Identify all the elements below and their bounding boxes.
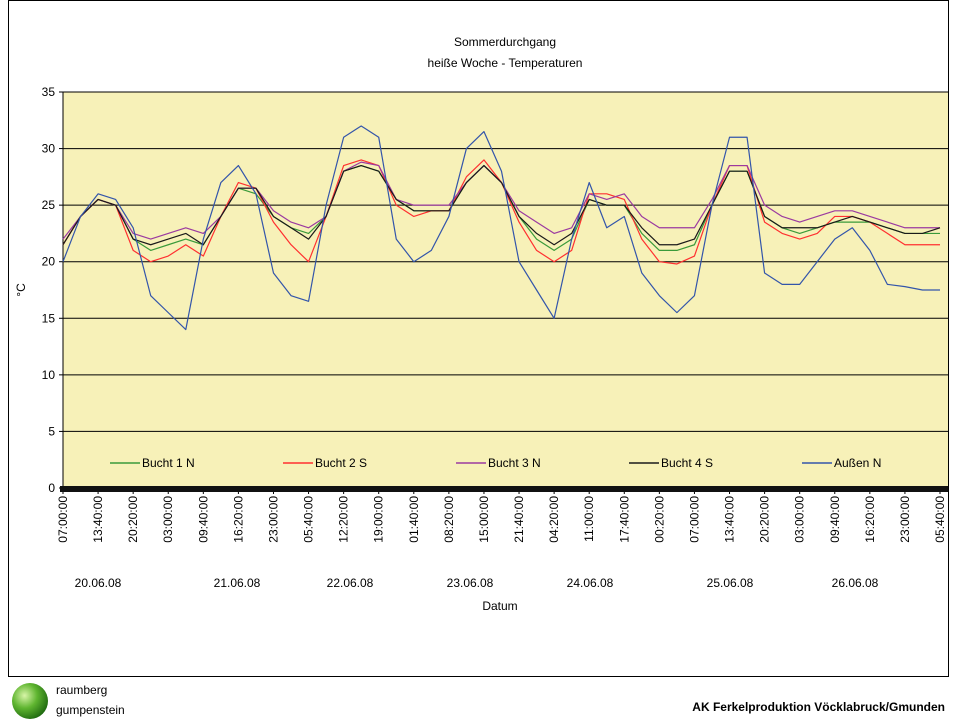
x-tick-label: 09:40:00	[828, 496, 842, 543]
x-tick-label: 23:00:00	[266, 496, 280, 543]
x-tick-label: 16:20:00	[863, 496, 877, 543]
y-tick-label: 5	[48, 424, 55, 438]
series-line	[62, 125, 940, 331]
x-tick-label: 08:20:00	[442, 496, 456, 543]
date-label: 24.06.08	[567, 576, 614, 590]
chart-title: Sommerdurchgang	[454, 35, 556, 49]
y-axis-label: °C	[14, 283, 28, 297]
date-label: 22.06.08	[327, 576, 374, 590]
legend-label: Bucht 1 N	[142, 456, 195, 470]
x-axis	[60, 486, 948, 492]
x-tick-label: 04:20:00	[547, 496, 561, 543]
x-tick-label: 05:40:00	[933, 496, 947, 543]
x-tick-label: 09:40:00	[196, 496, 210, 543]
y-tick-label: 10	[42, 368, 56, 382]
x-tick-label: 03:00:00	[793, 496, 807, 543]
date-label: 21.06.08	[214, 576, 261, 590]
x-tick-label: 13:40:00	[91, 496, 105, 543]
series-line	[62, 164, 941, 246]
legend-label: Bucht 3 N	[488, 456, 541, 470]
y-tick-label: 25	[42, 198, 56, 212]
x-tick-label: 00:20:00	[652, 496, 666, 543]
legend-label: Bucht 4 S	[661, 456, 713, 470]
logo-text: raumberg	[56, 683, 107, 697]
y-tick-label: 30	[42, 142, 56, 156]
x-tick-label: 20:20:00	[126, 496, 140, 543]
logo-text: gumpenstein	[56, 703, 125, 717]
x-tick-label: 11:00:00	[582, 496, 596, 542]
chart-subtitle: heiße Woche - Temperaturen	[428, 56, 583, 70]
x-tick-label: 15:00:00	[477, 496, 491, 543]
y-tick-label: 35	[42, 85, 56, 99]
legend-label: Bucht 2 S	[315, 456, 367, 470]
x-axis-label: Datum	[482, 599, 517, 613]
x-tick-label: 23:00:00	[898, 496, 912, 543]
x-tick-label: 12:20:00	[337, 496, 351, 543]
y-tick-label: 0	[48, 481, 55, 495]
x-tick-label: 17:40:00	[617, 496, 631, 543]
plot-area	[63, 92, 948, 488]
x-tick-label: 13:40:00	[723, 496, 737, 543]
x-tick-label: 20:20:00	[758, 496, 772, 543]
x-tick-label: 21:40:00	[512, 496, 526, 543]
logo-ball	[12, 683, 48, 719]
date-label: 20.06.08	[75, 576, 122, 590]
x-tick-label: 07:00:00	[56, 496, 70, 543]
x-tick-label: 07:00:00	[687, 496, 701, 543]
x-tick-label: 05:40:00	[302, 496, 316, 543]
footer: AK Ferkelproduktion Vöcklabruck/Gmunden	[692, 700, 945, 714]
x-tick-label: 16:20:00	[231, 496, 245, 543]
x-tick-label: 01:40:00	[407, 496, 421, 543]
date-label: 26.06.08	[832, 576, 879, 590]
y-tick-label: 20	[42, 255, 56, 269]
y-tick-label: 15	[42, 311, 56, 325]
date-label: 23.06.08	[447, 576, 494, 590]
x-tick-label: 19:00:00	[372, 496, 386, 543]
date-label: 25.06.08	[707, 576, 754, 590]
legend-label: Außen N	[834, 456, 881, 470]
x-tick-label: 03:00:00	[161, 496, 175, 543]
